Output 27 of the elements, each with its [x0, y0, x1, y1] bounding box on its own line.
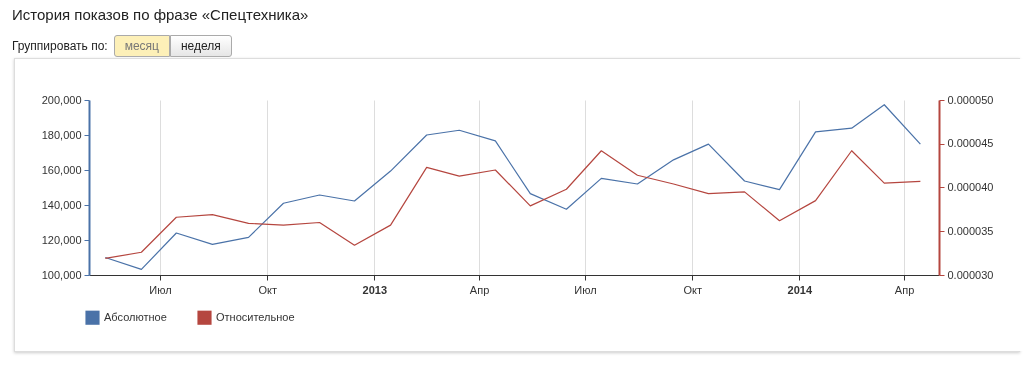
- y2-tick-label: 0.000030: [947, 268, 994, 281]
- legend-label: Абсолютное: [104, 310, 167, 323]
- x-tick-label: Окт: [683, 283, 702, 296]
- x-tick-label: Апр: [469, 283, 490, 296]
- y-tick-label: 120,000: [41, 233, 82, 246]
- x-tick-label: 2014: [787, 283, 813, 296]
- chart-title: История показов по фразе «Спецтехника»: [12, 6, 309, 23]
- y2-tick-label: 0.000050: [947, 93, 994, 106]
- y-tick-label: 140,000: [41, 198, 82, 211]
- y-tick-label: 200,000: [41, 93, 82, 106]
- y2-tick-label: 0.000040: [947, 181, 994, 193]
- y-tick-label: 100,000: [41, 268, 82, 281]
- y-tick-label: 180,000: [41, 128, 82, 141]
- legend-label: Относительное: [216, 310, 295, 323]
- line-series: [104, 150, 921, 259]
- x-tick-label: 2013: [362, 283, 388, 296]
- y-tick-label: 160,000: [41, 163, 82, 176]
- x-tick-label: Окт: [258, 283, 277, 296]
- text: месяц: [113, 35, 170, 57]
- x-tick-label: Апр: [894, 283, 915, 296]
- y2-tick-label: 0.000035: [947, 224, 994, 237]
- x-tick-label: Июл: [149, 283, 172, 296]
- text: неделя: [169, 35, 232, 57]
- line-series: [104, 104, 921, 270]
- x-tick-label: Июл: [574, 283, 597, 296]
- text: Группировать по:: [12, 39, 108, 53]
- y2-tick-label: 0.000045: [947, 137, 994, 150]
